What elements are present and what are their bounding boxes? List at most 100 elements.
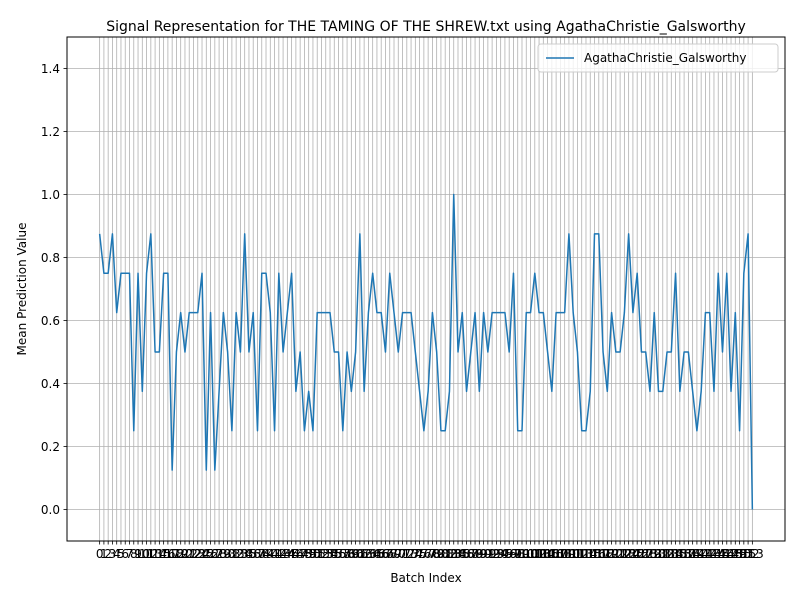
y-tick-label: 0.2 (41, 440, 60, 454)
x-tick-label: 151 (732, 547, 755, 561)
x-tick-label: 27 (207, 547, 222, 561)
x-tick-label: 63 (361, 547, 376, 561)
x-tick-label: 109 (553, 547, 576, 561)
x-tick-label: 31 (224, 547, 239, 561)
x-tick-label: 137 (673, 547, 696, 561)
x-tick-label: 15 (156, 547, 171, 561)
x-tick-label: 150 (728, 547, 751, 561)
plot-frame (66, 36, 786, 542)
x-tick-label: 26 (203, 547, 218, 561)
x-tick-label: 119 (596, 547, 619, 561)
x-tick-label: 30 (220, 547, 235, 561)
x-tick-label: 133 (656, 547, 679, 561)
x-tick-label: 100 (515, 547, 538, 561)
x-tick-label: 79 (429, 547, 444, 561)
x-tick-label: 4 (113, 547, 121, 561)
x-tick-label: 106 (540, 547, 563, 561)
x-tick-label: 73 (403, 547, 418, 561)
x-tick-label: 48 (297, 547, 312, 561)
x-tick-label: 111 (562, 547, 585, 561)
x-tick-label: 37 (250, 547, 265, 561)
series-line (98, 193, 754, 510)
x-tick-label: 131 (647, 547, 670, 561)
x-tick-label: 55 (327, 547, 342, 561)
x-tick-label: 89 (472, 547, 487, 561)
x-tick-label: 47 (293, 547, 308, 561)
x-tick-label: 43 (275, 547, 290, 561)
x-tick-label: 147 (715, 547, 738, 561)
x-tick-label: 82 (442, 547, 457, 561)
x-tick-label: 16 (160, 547, 175, 561)
x-tick-label: 104 (532, 547, 555, 561)
x-tick-label: 22 (186, 547, 201, 561)
x-tick-label: 21 (182, 547, 197, 561)
x-tick-label: 126 (626, 547, 649, 561)
x-tick-label: 81 (438, 547, 453, 561)
x-tick-label: 13 (147, 547, 162, 561)
x-tick-label: 57 (335, 547, 350, 561)
x-tick-label: 58 (339, 547, 354, 561)
x-tick-label: 120 (600, 547, 623, 561)
y-ticks: 0.0 0.2 0.4 0.6 0.8 1.0 1.2 1.4 (41, 62, 67, 517)
x-tick-label: 51 (310, 547, 325, 561)
x-tick-label: 33 (233, 547, 248, 561)
x-tick-label: 7 (126, 547, 134, 561)
x-tick-label: 123 (613, 547, 636, 561)
x-tick-label: 66 (374, 547, 389, 561)
x-tick-label: 17 (165, 547, 180, 561)
chart-title: Signal Representation for THE TAMING OF … (106, 19, 745, 35)
x-tick-label: 60 (348, 547, 363, 561)
x-tick-label: 115 (579, 547, 602, 561)
x-tick-label: 75 (412, 547, 427, 561)
x-tick-label: 127 (630, 547, 653, 561)
y-tick-label: 0.4 (41, 377, 60, 391)
x-tick-label: 101 (519, 547, 542, 561)
x-tick-label: 36 (246, 547, 261, 561)
x-tick-label: 64 (365, 547, 380, 561)
x-tick-label: 122 (609, 547, 632, 561)
x-tick-label: 42 (271, 547, 286, 561)
x-tick-label: 94 (493, 547, 508, 561)
x-tick-label: 56 (331, 547, 346, 561)
x-tick-label: 5 (117, 547, 125, 561)
x-tick-label: 40 (263, 547, 278, 561)
x-tick-label: 54 (322, 547, 337, 561)
x-tick-label: 83 (446, 547, 461, 561)
x-tick-label: 67 (378, 547, 393, 561)
x-tick-label: 103 (528, 547, 551, 561)
x-tick-label: 146 (711, 547, 734, 561)
x-tick-label: 29 (216, 547, 231, 561)
x-tick-label: 1 (100, 547, 108, 561)
x-tick-label: 28 (211, 547, 226, 561)
x-tick-label: 25 (199, 547, 214, 561)
x-tick-label: 45 (284, 547, 299, 561)
x-tick-label: 38 (254, 547, 269, 561)
x-tick-label: 80 (433, 547, 448, 561)
x-tick-label: 53 (318, 547, 333, 561)
x-tick-label: 124 (617, 547, 640, 561)
legend-label: AgathaChristie_Galsworthy (584, 51, 747, 65)
x-tick-label: 49 (301, 547, 316, 561)
x-tick-label: 23 (190, 547, 205, 561)
x-tick-label: 35 (241, 547, 256, 561)
y-tick-label: 0.0 (41, 503, 60, 517)
x-tick-label: 148 (720, 547, 743, 561)
x-tick-label: 118 (592, 547, 615, 561)
y-grid (67, 68, 785, 510)
x-tick-label: 84 (450, 547, 465, 561)
x-tick-label: 130 (643, 547, 666, 561)
x-tick-label: 62 (356, 547, 371, 561)
x-tick-label: 95 (497, 547, 512, 561)
x-tick-label: 92 (484, 547, 499, 561)
y-tick-label: 1.0 (41, 188, 60, 202)
x-tick-label: 19 (173, 547, 188, 561)
x-tick-label: 86 (459, 547, 474, 561)
x-tick-label: 68 (382, 547, 397, 561)
x-tick-label: 69 (386, 547, 401, 561)
x-tick-label: 39 (258, 547, 273, 561)
y-axis-label: Mean Prediction Value (15, 223, 29, 356)
x-tick-label: 65 (369, 547, 384, 561)
x-tick-label: 18 (169, 547, 184, 561)
x-tick-label: 6 (121, 547, 129, 561)
